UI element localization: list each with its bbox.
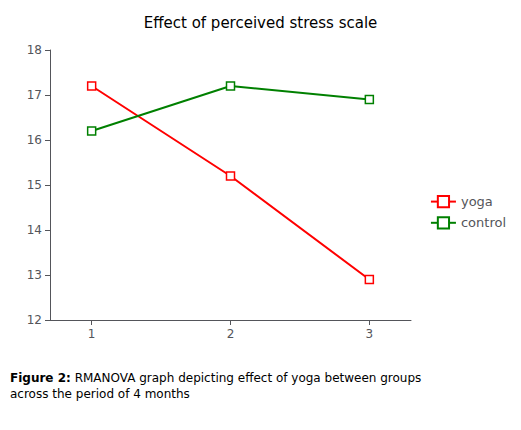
svg-text:3: 3 xyxy=(366,327,374,341)
svg-text:18: 18 xyxy=(27,43,42,57)
svg-text:1: 1 xyxy=(88,327,96,341)
svg-text:Effect of perceived stress sca: Effect of perceived stress scale xyxy=(144,14,378,32)
svg-text:RMANOVA graph depicting effect: RMANOVA graph depicting effect of yoga b… xyxy=(71,371,422,385)
svg-text:2: 2 xyxy=(227,327,235,341)
svg-text:across the period of 4 months: across the period of 4 months xyxy=(10,387,190,401)
svg-text:15: 15 xyxy=(27,178,42,192)
svg-text:16: 16 xyxy=(27,133,42,147)
svg-text:13: 13 xyxy=(27,268,42,282)
svg-text:yoga: yoga xyxy=(461,194,493,209)
svg-text:14: 14 xyxy=(27,223,42,237)
svg-text:control: control xyxy=(461,215,506,230)
svg-text:Figure 2:: Figure 2: xyxy=(10,371,71,385)
svg-text:12: 12 xyxy=(27,313,42,327)
svg-text:17: 17 xyxy=(27,88,42,102)
